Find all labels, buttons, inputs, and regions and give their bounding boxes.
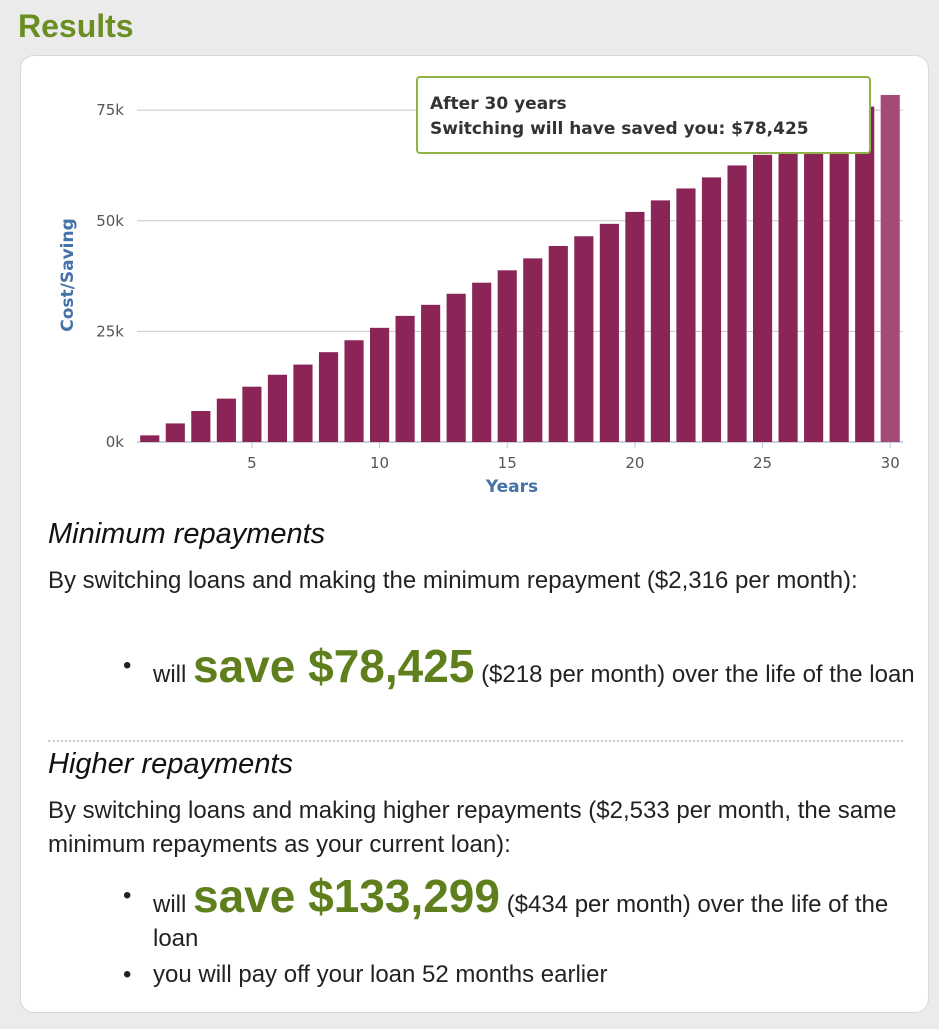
tooltip-title: After 30 years	[430, 94, 567, 114]
bar	[293, 364, 313, 442]
will-text: will	[153, 891, 187, 918]
bar	[216, 398, 236, 442]
bar	[676, 188, 696, 442]
x-tick-label: 15	[498, 454, 517, 472]
x-axis-title: Years	[485, 477, 538, 497]
higher-repayments-heading: Higher repayments	[48, 748, 293, 780]
bar	[829, 118, 849, 442]
savings-chart: 0k 25k 50k 75k 5 10 15 20 25 30 Years Cost/Saving	[58, 94, 903, 497]
minimum-intro-text: By switching loans and making the minimu…	[48, 567, 858, 594]
higher-saving-amount: save $133,299	[193, 870, 500, 922]
bar	[446, 293, 466, 442]
bar	[421, 304, 441, 442]
bar	[804, 130, 824, 442]
bar	[855, 106, 875, 443]
bar	[165, 423, 185, 442]
x-tick-label: 30	[881, 454, 900, 472]
will-text: will	[153, 661, 187, 688]
minimum-saving-amount: save $78,425	[193, 640, 475, 692]
bar	[701, 177, 722, 442]
bar	[318, 352, 339, 442]
bar	[625, 211, 645, 442]
x-tick-label: 25	[753, 454, 772, 472]
y-tick-label: 75k	[96, 101, 124, 119]
bar	[778, 142, 798, 442]
chart-tooltip: After 30 years Switching will have saved…	[416, 76, 871, 154]
x-tick-label: 20	[625, 454, 644, 472]
results-card: 0k 25k 50k 75k 5 10 15 20 25 30 Years Cost/Saving A…	[20, 55, 929, 1013]
bar	[395, 315, 415, 442]
bar	[880, 94, 900, 443]
bar	[344, 340, 364, 442]
bar	[191, 411, 211, 442]
bar	[267, 374, 288, 442]
bar	[574, 236, 594, 442]
bar	[242, 386, 262, 442]
higher-saving-item: will save $133,299 ($434 per month) over…	[121, 873, 921, 956]
bar	[472, 282, 492, 442]
minimum-repayments-heading: Minimum repayments	[48, 518, 326, 550]
bar	[548, 245, 568, 442]
bar	[650, 200, 671, 442]
y-tick-label: 0k	[106, 433, 125, 451]
bar	[727, 165, 747, 442]
higher-intro-text: By switching loans and making higher rep…	[48, 797, 897, 858]
bar	[752, 154, 773, 442]
y-tick-label: 25k	[96, 322, 124, 340]
minimum-bullets: will save $78,425 ($218 per month) over …	[121, 643, 921, 692]
bar	[369, 327, 390, 442]
minimum-saving-detail: ($218 per month) over the life of the lo…	[481, 661, 915, 688]
higher-saving-detail: ($434 per month) over the life of the lo…	[153, 891, 889, 952]
minimum-saving-item: will save $78,425 ($218 per month) over …	[121, 643, 921, 692]
payoff-item: you will pay off your loan 52 months ear…	[121, 958, 921, 992]
bar	[497, 270, 517, 442]
bar	[140, 435, 160, 442]
bar	[523, 258, 543, 442]
y-axis-title: Cost/Saving	[58, 218, 78, 332]
y-tick-label: 50k	[96, 212, 124, 230]
section-divider	[48, 740, 903, 742]
higher-bullets: will save $133,299 ($434 per month) over…	[121, 873, 921, 992]
results-title: Results	[18, 8, 134, 44]
tooltip-value: Switching will have saved you: $78,425	[430, 119, 809, 139]
bar	[599, 223, 619, 442]
x-tick-label: 5	[247, 454, 257, 472]
x-tick-label: 10	[370, 454, 389, 472]
